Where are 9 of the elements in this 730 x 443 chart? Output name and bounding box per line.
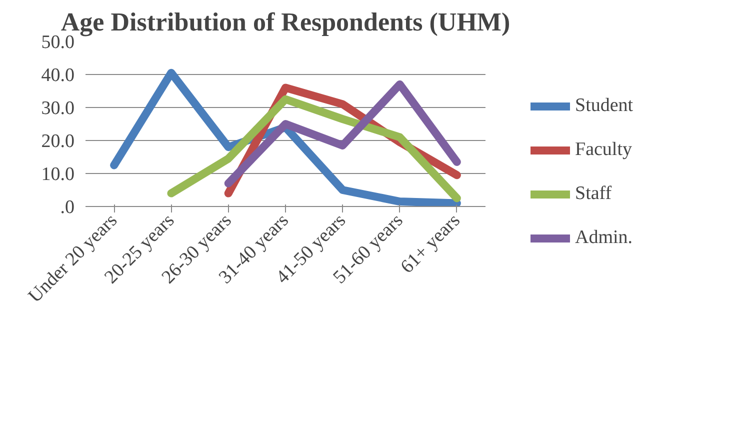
y-tick-label: 10.0: [41, 164, 74, 185]
legend-label: Staff: [575, 183, 612, 205]
y-tick-label: 30.0: [41, 98, 74, 119]
y-tick-label: 40.0: [41, 65, 74, 86]
legend-label: Faculty: [575, 139, 632, 161]
legend-label: Admin.: [575, 227, 633, 249]
y-tick-label: .0: [60, 197, 74, 218]
legend-label: Student: [575, 95, 634, 117]
y-tick-label: 20.0: [41, 131, 74, 152]
